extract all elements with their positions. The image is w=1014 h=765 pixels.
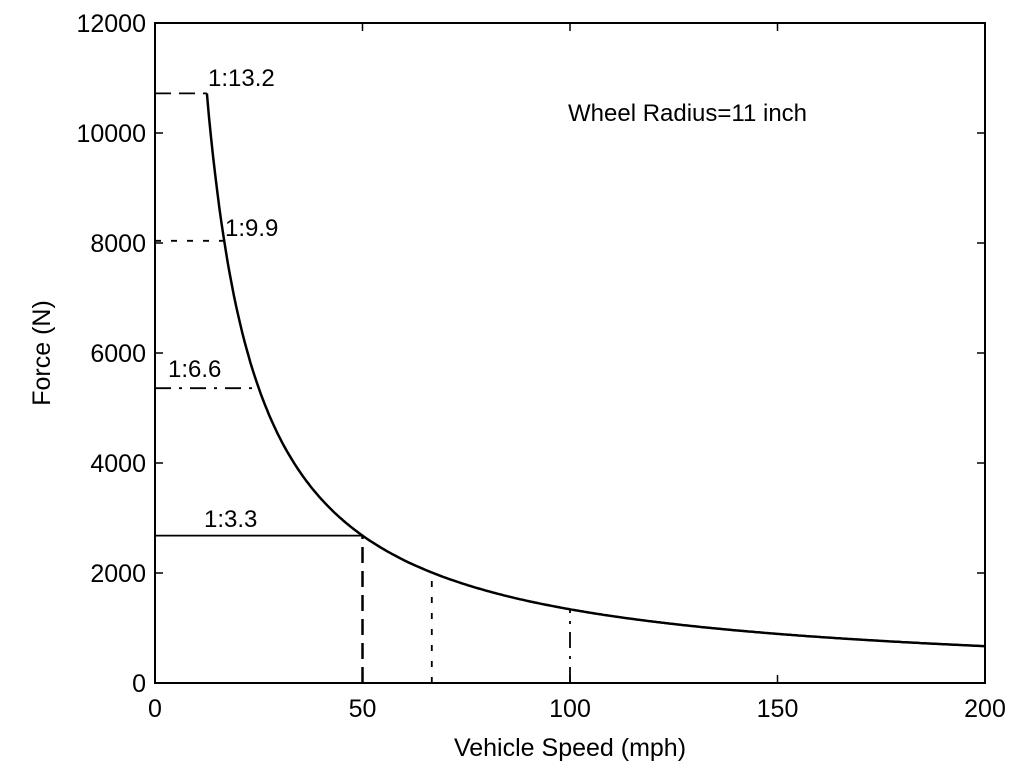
y-tick-label: 12000 (76, 10, 146, 38)
x-tick-label: 50 (349, 695, 377, 723)
x-axis-label: Vehicle Speed (mph) (454, 734, 686, 762)
y-tick-label: 10000 (76, 120, 146, 148)
gear-label: 1:13.2 (208, 65, 275, 92)
y-tick-label: 0 (132, 670, 146, 698)
y-axis-label: Force (N) (28, 300, 56, 406)
y-tick-label: 4000 (90, 450, 146, 478)
gear-label: 1:6.6 (168, 356, 221, 383)
wheel-radius-annotation: Wheel Radius=11 inch (568, 100, 807, 127)
force-curve (205, 93, 985, 648)
x-tick-label: 200 (964, 695, 1006, 723)
gear-label: 1:9.9 (225, 215, 278, 242)
y-tick-label: 2000 (90, 560, 146, 588)
x-tick-label: 100 (549, 695, 591, 723)
y-tick-label: 8000 (90, 230, 146, 258)
x-tick-label: 150 (757, 695, 799, 723)
plot-marks: 1:13.2 1:9.9 1:6.6 1:3.3 (155, 65, 985, 683)
gear-label: 1:3.3 (204, 506, 257, 533)
x-tick-label: 0 (148, 695, 162, 723)
y-tick-label: 6000 (90, 340, 146, 368)
